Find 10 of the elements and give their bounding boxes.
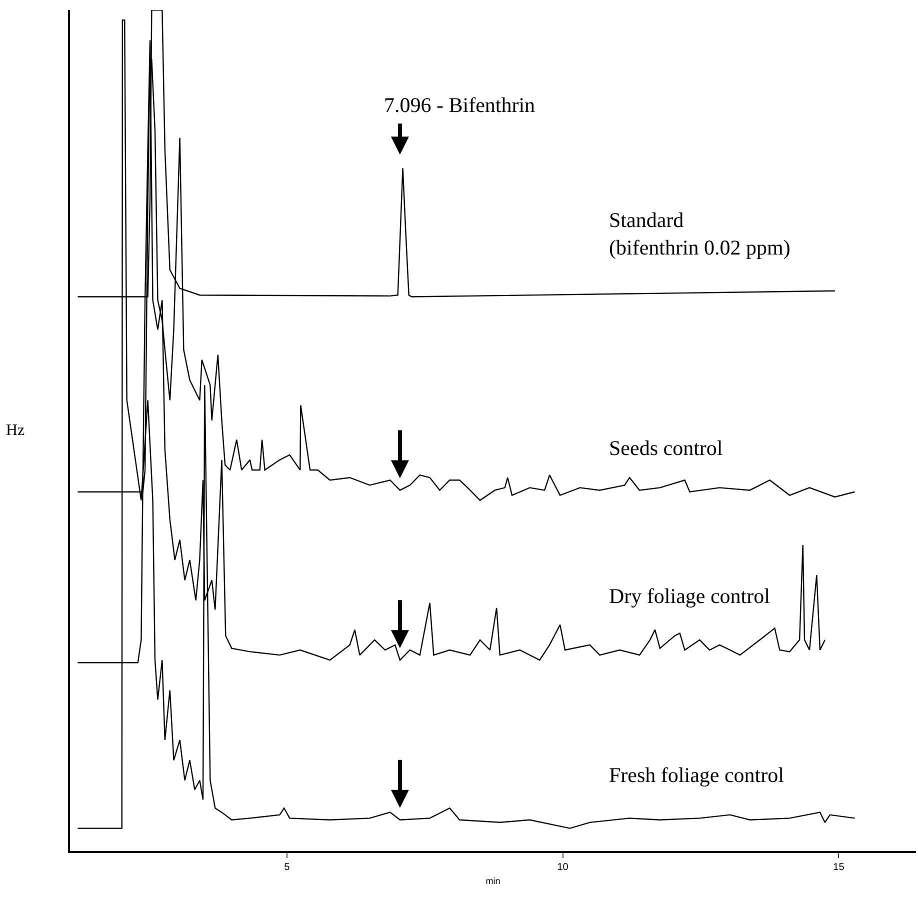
x-tick-label: 5 [284,862,290,873]
x-tick-label: 15 [833,862,845,873]
series-label: Fresh foliage control [609,763,784,787]
series-label: Dry foliage control [609,584,770,608]
y-axis-title: Hz [6,422,25,439]
annotation: 7.096 - Bifenthrin [384,93,536,117]
series-label: Standard (bifenthrin 0.02 ppm) [609,208,790,260]
x-tick-label: 10 [557,862,569,873]
series-label: Seeds control [609,436,723,460]
x-axis-title: min [486,876,500,886]
